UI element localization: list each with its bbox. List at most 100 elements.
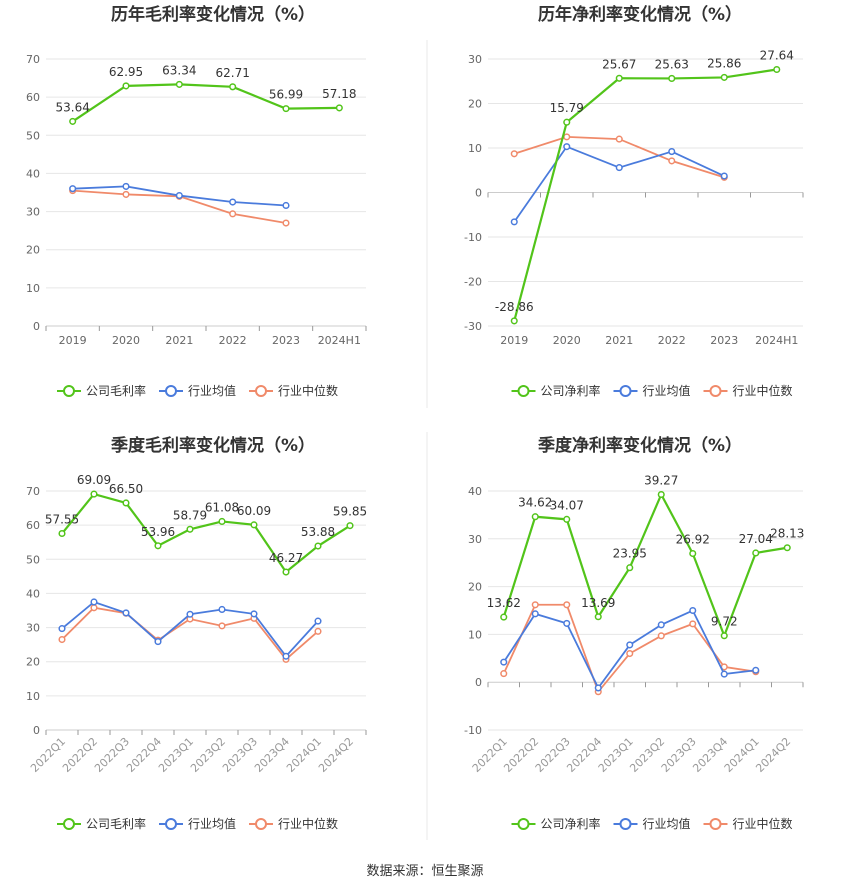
data-label: 39.27: [644, 473, 678, 487]
legend-marker: [709, 818, 722, 830]
y-tick-label: -10: [464, 231, 482, 244]
data-point: [282, 652, 290, 660]
legend: 公司毛利率 行业均值 行业中位数: [57, 816, 338, 831]
data-point: [531, 513, 539, 521]
x-tick-label: 2024Q2: [316, 735, 356, 775]
data-label: 25.67: [602, 57, 636, 71]
data-point: [626, 564, 634, 572]
y-tick-label: 30: [468, 533, 482, 546]
data-point: [510, 218, 518, 226]
data-point: [314, 627, 322, 635]
data-point: [563, 619, 571, 627]
y-tick-label: 40: [468, 485, 482, 498]
y-tick-label: 0: [475, 676, 482, 689]
data-point: [186, 610, 194, 618]
data-point: [668, 157, 676, 165]
legend-label: 行业均值: [643, 383, 691, 398]
data-label: 57.18: [322, 87, 356, 101]
legend-label: 公司净利率: [541, 383, 601, 398]
x-tick-label: 2021: [165, 334, 193, 347]
data-label: 62.95: [109, 65, 143, 79]
data-label: 56.99: [269, 88, 303, 102]
data-label: 34.62: [518, 496, 552, 510]
data-point: [752, 549, 760, 557]
data-point: [58, 529, 66, 538]
data-point: [752, 666, 760, 674]
data-point: [668, 148, 676, 156]
series-line-2: [61, 600, 319, 658]
data-point: [615, 164, 623, 172]
data-point: [282, 105, 290, 113]
data-point: [720, 632, 728, 640]
data-point: [122, 190, 130, 198]
data-point: [563, 143, 571, 151]
data-point: [90, 598, 98, 606]
y-tick-label: 10: [26, 282, 40, 295]
data-point: [154, 542, 162, 550]
data-point: [657, 621, 665, 629]
legend-marker: [63, 818, 75, 830]
data-label: 58.79: [173, 508, 207, 522]
x-tick-label: 2021: [605, 334, 633, 347]
data-point: [668, 74, 676, 82]
data-label: 27.04: [739, 532, 773, 546]
data-label: 53.88: [301, 525, 335, 539]
legend-label: 行业中位数: [733, 816, 793, 831]
data-point: [720, 670, 728, 678]
data-point: [186, 525, 194, 533]
data-label: 60.09: [237, 504, 271, 518]
data-point: [122, 182, 130, 190]
data-label: 69.09: [77, 473, 111, 487]
data-point: [657, 632, 665, 640]
data-point: [510, 317, 518, 325]
data-point: [531, 601, 539, 609]
x-tick-label: 2024H1: [318, 334, 361, 347]
data-point: [626, 649, 634, 658]
data-point: [175, 80, 183, 88]
data-point: [58, 625, 66, 633]
y-tick-label: 40: [26, 167, 40, 180]
data-point: [689, 549, 697, 558]
data-label: -28.86: [495, 300, 534, 314]
chart-title: 历年毛利率变化情况（%）: [111, 4, 315, 25]
y-tick-label: 0: [33, 320, 40, 333]
legend-label: 行业中位数: [278, 816, 338, 831]
legend-marker: [255, 385, 267, 397]
legend-label: 行业中位数: [733, 383, 793, 398]
data-point: [510, 150, 518, 158]
data-point: [626, 641, 634, 649]
y-tick-label: 0: [33, 724, 40, 737]
legend-marker: [619, 818, 632, 830]
legend-marker: [165, 385, 177, 397]
data-point: [122, 82, 130, 90]
data-point: [783, 544, 791, 552]
data-point: [175, 192, 183, 200]
legend-marker: [165, 818, 177, 830]
chart-panel-3: 季度毛利率变化情况（%）0102030405060702022Q12022Q22…: [26, 435, 367, 831]
data-label: 63.34: [162, 63, 196, 77]
y-tick-label: 70: [26, 53, 40, 66]
x-tick-label: 2023: [272, 334, 300, 347]
series-line-3: [513, 135, 725, 179]
y-tick-label: -20: [464, 276, 482, 289]
chart-title: 季度毛利率变化情况（%）: [111, 435, 315, 456]
data-point: [90, 604, 98, 612]
data-point: [335, 104, 343, 112]
data-label: 25.63: [655, 57, 689, 71]
data-point: [563, 601, 571, 609]
data-point: [218, 517, 226, 526]
y-tick-label: 30: [26, 622, 40, 635]
x-tick-label: 2023: [710, 334, 738, 347]
legend-label: 公司净利率: [541, 816, 601, 831]
data-point: [282, 568, 290, 576]
chart-panel-2: 历年净利率变化情况（%） -30 -20 -10 0 10 20 30 2019 2020 2021…: [464, 4, 804, 398]
data-label: 26.92: [676, 533, 710, 547]
y-tick-label: 20: [468, 98, 482, 111]
data-label: 28.13: [770, 527, 804, 541]
data-point: [657, 490, 665, 499]
data-point: [282, 219, 290, 227]
data-point: [615, 74, 623, 82]
data-label: 34.07: [550, 498, 584, 512]
data-label: 27.64: [760, 49, 794, 63]
data-point: [218, 605, 226, 614]
